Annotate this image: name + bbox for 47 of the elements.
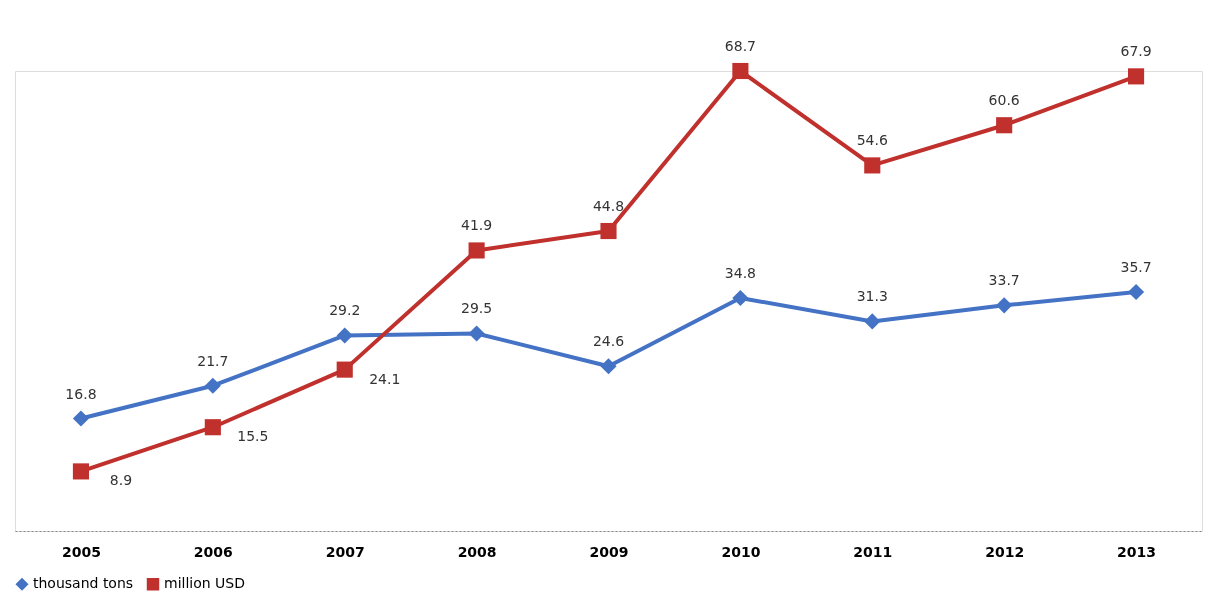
point [72, 410, 90, 427]
x-tick-label: 2009 [589, 543, 629, 560]
data-label: 15.5 [237, 428, 269, 445]
data-label: 16.8 [65, 385, 97, 402]
data-label: 31.3 [856, 288, 888, 305]
point [468, 325, 485, 342]
x-tick-label: 2005 [61, 543, 101, 560]
point [336, 361, 353, 378]
data-label: 21.7 [197, 352, 229, 369]
point [996, 117, 1013, 134]
point [864, 313, 881, 330]
point [1127, 68, 1145, 85]
data-label: 33.7 [988, 272, 1020, 289]
data-label: 24.1 [369, 370, 401, 387]
legend-label: thousand tons [33, 575, 134, 592]
point [864, 157, 881, 174]
point [336, 327, 353, 344]
data-label: 24.6 [592, 333, 625, 350]
point [1127, 283, 1145, 301]
x-tick-label: 2010 [721, 543, 761, 560]
x-tick-label: 2007 [325, 543, 365, 560]
x-tick-label: 2006 [193, 543, 233, 560]
point [600, 222, 617, 240]
point [72, 463, 90, 480]
x-tick-label: 2012 [985, 543, 1025, 560]
data-label: 8.9 [109, 472, 133, 489]
data-label: 29.5 [461, 300, 493, 317]
point [732, 62, 749, 80]
point [600, 358, 617, 375]
point [996, 297, 1013, 314]
data-label: 35.7 [1120, 258, 1152, 275]
x-tick-label: 2013 [1117, 543, 1157, 560]
x-tick-label: 2008 [457, 543, 497, 560]
x-tick-label: 2011 [853, 543, 893, 560]
point [204, 377, 221, 394]
data-label: 67.9 [1120, 43, 1152, 60]
point [732, 289, 749, 307]
data-label: 60.6 [988, 92, 1020, 109]
point [468, 242, 485, 259]
data-label: 34.8 [724, 264, 756, 281]
legend-label: million USD [164, 575, 245, 592]
data-label: 68.7 [724, 38, 756, 54]
point [204, 419, 221, 436]
data-label: 54.6 [856, 132, 888, 149]
data-label: 44.8 [592, 198, 625, 215]
data-label: 41.9 [461, 217, 493, 234]
data-label: 29.2 [329, 302, 361, 319]
